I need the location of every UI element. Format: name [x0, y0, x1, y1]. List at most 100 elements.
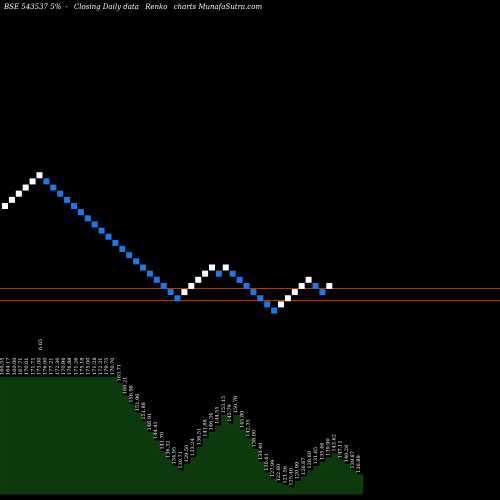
renko-brick-down	[64, 196, 71, 203]
renko-brick-down	[243, 282, 250, 289]
renko-brick-up	[195, 276, 202, 283]
volume-value-label: 136.89	[356, 455, 362, 473]
renko-brick-down	[257, 295, 264, 302]
volume-value-label: 139.90	[325, 438, 331, 456]
volume-value-label: 170.70	[110, 358, 116, 376]
renko-brick-up	[305, 276, 312, 283]
title-chart-kind: Renko	[145, 3, 168, 11]
renko-brick-up	[2, 203, 8, 209]
volume-value-label: 147.11	[338, 440, 344, 458]
renko-brick-up	[291, 289, 298, 296]
volume-value-label: 167.71	[18, 358, 24, 376]
renko-brick-up	[181, 289, 188, 296]
renko-brick-down	[312, 282, 319, 289]
volume-value-label: 150.78	[233, 396, 239, 414]
volume-value-label: 136.51	[196, 428, 202, 446]
volume-value-label: 145.79	[227, 404, 233, 422]
volume-value-label: 131.65	[313, 447, 319, 465]
volume-value-label: 135.46	[319, 443, 325, 461]
renko-brick-down	[140, 264, 146, 271]
volume-value-label: 171.26	[73, 358, 79, 376]
volume-value-label: 120.99	[295, 462, 301, 480]
renko-brick-down	[119, 246, 126, 253]
renko-brick-down	[215, 270, 222, 277]
volume-value-label: 130.61	[264, 453, 270, 471]
volume-value-label: 138.00	[252, 430, 258, 448]
volume-value-label: 125.40	[289, 468, 295, 486]
volume-value-label: 141.88	[202, 419, 208, 437]
renko-brick-down	[105, 233, 112, 240]
volume-value-label: 136.32	[166, 440, 172, 458]
volume-value-label: 156.98	[129, 385, 135, 403]
renko-brick-down	[84, 215, 91, 222]
renko-brick-up	[202, 270, 209, 277]
volume-value-label: 160.00	[12, 358, 18, 376]
title-site: charts MunafaSutra.com	[173, 3, 263, 11]
renko-brick-up	[8, 196, 15, 203]
renko-brick-down	[153, 276, 160, 283]
volume-value-label: 177.21	[49, 358, 55, 376]
volume-value-label: 176.00	[43, 358, 49, 376]
volume-value-label: 175.00	[86, 358, 92, 376]
renko-brick-down	[271, 307, 278, 314]
volume-value-label: 146.91	[147, 413, 153, 431]
volume-value-label: 121.56	[282, 466, 288, 484]
renko-brick-down	[77, 209, 84, 216]
renko-brick-up	[209, 264, 215, 271]
title-separator: -	[65, 3, 68, 11]
volume-value-label: 146.34	[209, 413, 215, 431]
volume-value-label: 130.71	[178, 451, 184, 469]
volume-value-label: 170.01	[24, 358, 30, 376]
volume-value-label: 172.31	[98, 358, 104, 376]
renko-brick-down	[229, 270, 236, 277]
renko-brick-down	[91, 221, 98, 228]
level-lines-layer	[0, 288, 500, 302]
volume-value-label: 126.67	[301, 457, 307, 475]
renko-brick-down	[160, 282, 167, 289]
volume-value-label: 151.96	[135, 394, 141, 412]
volume-value-label: 134.40	[258, 443, 264, 461]
volume-value-label: 142.35	[246, 419, 252, 437]
renko-brick-down	[236, 276, 243, 283]
title-symbol: BSE 543537 5%	[4, 3, 62, 11]
volume-value-label: 153.15	[221, 396, 227, 414]
volume-labels-layer: 160.55 164.17 160.00 167.71 170.01 171.71 173.…	[0, 339, 362, 486]
renko-brick-up	[284, 295, 291, 302]
volume-value-label: 128.60	[307, 451, 313, 469]
volume-value-label: 160.21	[123, 377, 129, 395]
volume-value-label: 175.18	[79, 358, 85, 376]
volume-value-label: 144.55	[215, 406, 221, 424]
chart-title: BSE 543537 5% - Closing Daily data Renko …	[4, 3, 266, 11]
renko-brick-up	[298, 282, 305, 289]
volume-area-layer	[0, 376, 364, 495]
title-description: Closing Daily data	[73, 3, 139, 11]
volume-value-label: 143.62	[332, 434, 338, 452]
renko-brick-down	[167, 289, 174, 296]
renko-brick-up	[188, 282, 195, 289]
renko-brick-down	[57, 190, 64, 197]
volume-value-label: 151.88	[141, 402, 147, 420]
renko-brick-down	[71, 203, 77, 209]
volume-value-label: 179.75	[104, 358, 110, 376]
renko-brick-down	[174, 295, 181, 302]
renko-brick-down	[133, 258, 140, 265]
volume-value-label: 134.95	[172, 447, 178, 465]
volume-value-label: 164.17	[6, 358, 12, 376]
renko-brick-down	[98, 227, 105, 234]
volume-extra-label: 6.65	[38, 339, 44, 350]
volume-value-label: 129.50	[184, 445, 190, 463]
renko-brick-down	[319, 289, 326, 296]
renko-brick-down	[146, 270, 153, 277]
volume-value-label: 141.70	[159, 432, 165, 450]
volume-value-label: 127.99	[270, 460, 276, 478]
renko-brick-down	[250, 289, 257, 296]
volume-value-label: 171.28	[92, 358, 98, 376]
volume-value-label: 176.88	[67, 358, 73, 376]
volume-value-label: 145.80	[239, 411, 245, 429]
renko-brick-down	[43, 178, 50, 185]
volume-value-label: 163.71	[116, 364, 122, 382]
volume-value-label: 172.36	[55, 358, 61, 376]
renko-brick-up	[278, 301, 284, 308]
volume-value-label: 170.96	[61, 358, 67, 376]
